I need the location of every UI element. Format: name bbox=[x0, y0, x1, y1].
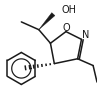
Text: O: O bbox=[62, 23, 70, 33]
Text: N: N bbox=[82, 30, 89, 40]
Text: OH: OH bbox=[61, 5, 76, 15]
Polygon shape bbox=[39, 13, 55, 30]
